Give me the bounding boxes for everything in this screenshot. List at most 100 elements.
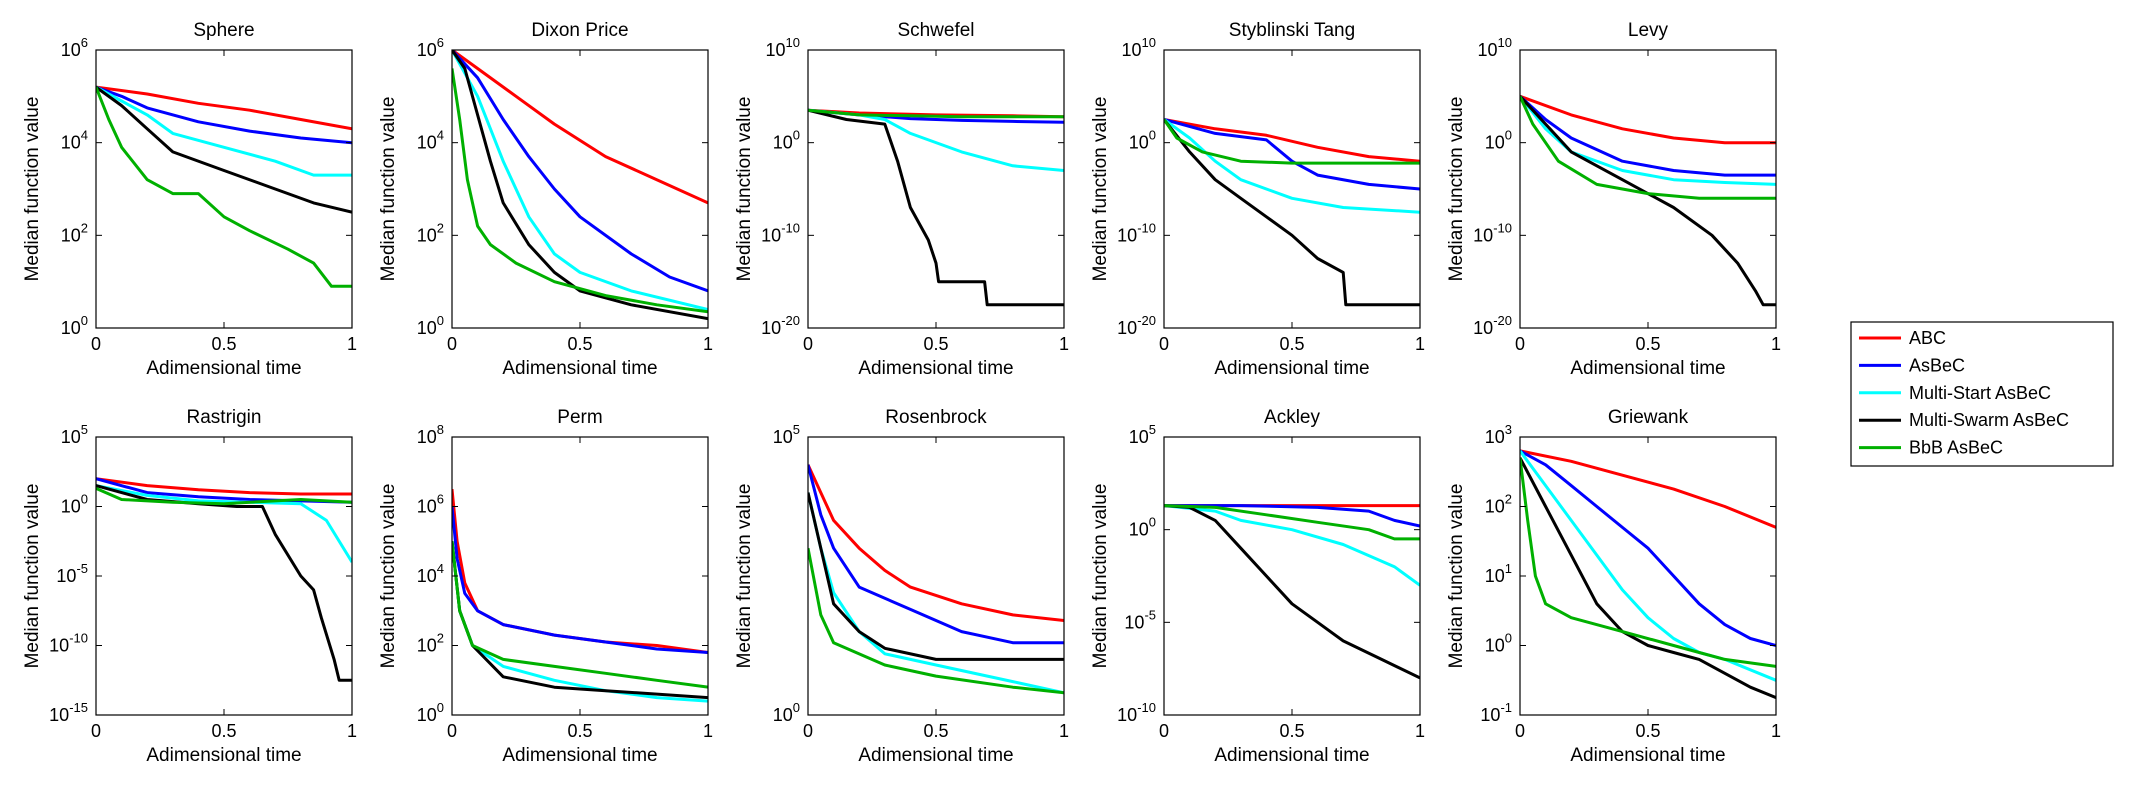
- series-line-abc: [96, 85, 352, 131]
- y-tick-base: 10: [1124, 612, 1144, 632]
- series-line-abc: [452, 50, 708, 205]
- y-tick-base: 10: [61, 318, 81, 338]
- y-tick-label: 10-1: [1480, 700, 1512, 725]
- y-tick-base: 10: [1129, 520, 1149, 540]
- series-line-multi-start-asbec: [96, 85, 352, 177]
- y-tick-label: 105: [773, 422, 800, 447]
- x-tick-label: 0.5: [211, 721, 236, 741]
- x-tick-label: 1: [1771, 721, 1781, 741]
- x-tick-label: 0: [91, 334, 101, 354]
- series-line-asbec: [1164, 504, 1420, 528]
- x-axis-label: Adimensional time: [858, 745, 1013, 766]
- y-tick-exponent: 10: [1498, 35, 1512, 50]
- y-tick-base: 10: [1473, 318, 1493, 338]
- series-group: [808, 108, 1064, 307]
- x-tick-label: 0: [1515, 721, 1525, 741]
- series-line-abc: [1164, 118, 1420, 163]
- y-tick-base: 10: [1117, 318, 1137, 338]
- y-tick-label: 1010: [766, 35, 801, 60]
- legend-label-multi-start-asbec: Multi-Start AsBeC: [1909, 383, 2051, 403]
- series-line-bbb-asbec: [1520, 95, 1776, 200]
- y-axis-label: Median function value: [1090, 484, 1111, 669]
- series-line-multi-swarm-asbec: [1520, 457, 1776, 699]
- x-axis-label: Adimensional time: [1214, 358, 1369, 379]
- x-tick-label: 0: [1515, 334, 1525, 354]
- y-tick-exponent: -20: [781, 313, 800, 328]
- chart-title: Dixon Price: [531, 20, 628, 41]
- series-line-bbb-asbec: [808, 547, 1064, 695]
- x-tick-label: 0: [91, 721, 101, 741]
- chart-title: Styblinski Tang: [1229, 20, 1355, 41]
- y-tick-label: 100: [417, 700, 444, 725]
- y-tick-base: 10: [761, 318, 781, 338]
- y-tick-exponent: 5: [81, 422, 88, 437]
- series-line-asbec: [452, 50, 708, 293]
- y-tick-label: 10-5: [56, 561, 88, 586]
- y-tick-base: 10: [1485, 427, 1505, 447]
- chart-title: Sphere: [193, 20, 254, 41]
- x-tick-label: 0: [447, 334, 457, 354]
- y-tick-label: 100: [1485, 128, 1512, 153]
- y-tick-exponent: 2: [437, 220, 444, 235]
- y-tick-base: 10: [417, 427, 437, 447]
- y-tick-exponent: 0: [1505, 128, 1512, 143]
- y-tick-base: 10: [417, 636, 437, 656]
- series-line-bbb-asbec: [1164, 118, 1420, 165]
- series-line-bbb-asbec: [1164, 504, 1420, 541]
- y-tick-label: 1010: [1478, 35, 1513, 60]
- y-tick-exponent: -10: [1137, 700, 1156, 715]
- series-line-multi-swarm-asbec: [808, 108, 1064, 307]
- plot-frame: [807, 436, 1065, 716]
- y-tick-exponent: 0: [1505, 631, 1512, 646]
- series-line-bbb-asbec: [1520, 457, 1776, 668]
- y-tick-exponent: 2: [437, 631, 444, 646]
- x-axis-label: Adimensional time: [146, 358, 301, 379]
- y-tick-base: 10: [1478, 40, 1498, 60]
- y-axis-label: Median function value: [734, 97, 755, 282]
- y-tick-label: 10-10: [761, 220, 800, 245]
- y-tick-base: 10: [417, 40, 437, 60]
- y-tick-label: 1010: [1122, 35, 1157, 60]
- series-line-abc: [1520, 94, 1776, 145]
- y-tick-base: 10: [1473, 225, 1493, 245]
- x-axis-label: Adimensional time: [1214, 745, 1369, 766]
- y-tick-base: 10: [1129, 427, 1149, 447]
- y-tick-label: 106: [61, 35, 88, 60]
- y-tick-label: 10-10: [49, 631, 88, 656]
- x-tick-label: 1: [347, 721, 357, 741]
- y-tick-base: 10: [49, 636, 69, 656]
- y-tick-base: 10: [1129, 133, 1149, 153]
- series-group: [452, 488, 708, 703]
- plot-frame: [807, 49, 1065, 329]
- y-tick-label: 104: [417, 128, 444, 153]
- series-line-bbb-asbec: [452, 68, 708, 314]
- plot-frame: [451, 436, 709, 716]
- series-line-asbec: [808, 464, 1064, 645]
- series-line-asbec: [1164, 118, 1420, 191]
- y-tick-label: 10-10: [1117, 220, 1156, 245]
- series-group: [1164, 118, 1420, 307]
- series-line-bbb-asbec: [96, 86, 352, 288]
- y-tick-exponent: -15: [69, 700, 88, 715]
- x-tick-label: 1: [703, 721, 713, 741]
- series-line-abc: [96, 477, 352, 496]
- x-tick-label: 1: [1771, 334, 1781, 354]
- y-tick-label: 101: [1485, 561, 1512, 586]
- y-tick-exponent: 0: [1149, 128, 1156, 143]
- x-tick-label: 0: [803, 721, 813, 741]
- y-tick-label: 100: [61, 313, 88, 338]
- x-axis-label: Adimensional time: [502, 358, 657, 379]
- series-group: [1520, 94, 1776, 307]
- plot-frame: [1163, 49, 1421, 329]
- y-axis-label: Median function value: [22, 484, 43, 669]
- y-tick-label: 100: [773, 700, 800, 725]
- series-line-abc: [452, 488, 708, 654]
- chart-title: Schwefel: [897, 20, 974, 41]
